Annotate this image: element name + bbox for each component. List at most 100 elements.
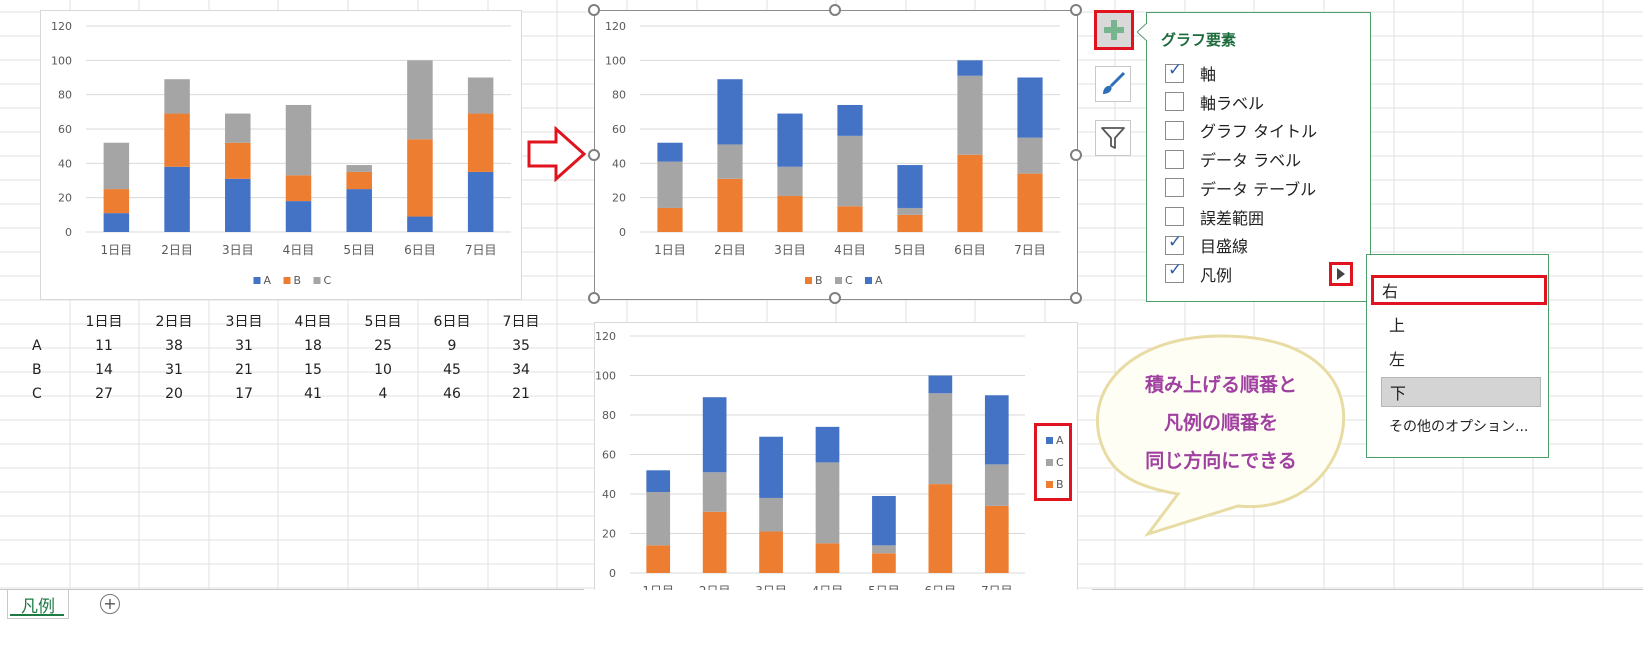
table-cell[interactable]: 21 xyxy=(235,362,253,378)
x-tick-label: 3日目 xyxy=(222,243,254,257)
bar-segment-B xyxy=(1017,173,1043,232)
legend-highlight-box xyxy=(1034,423,1072,501)
table-cell[interactable]: 25 xyxy=(374,338,392,354)
bar-segment-C xyxy=(646,492,671,546)
chart-element-label: グラフ タイトル xyxy=(1200,122,1318,142)
table-cell[interactable]: 11 xyxy=(95,338,113,354)
legend-label: A xyxy=(875,274,883,287)
checkbox-checked[interactable]: ✓ xyxy=(1165,233,1184,255)
chart-element-label: 軸 xyxy=(1200,65,1217,84)
table-cell[interactable]: 46 xyxy=(443,386,461,402)
legend-position-option[interactable]: 右 xyxy=(1371,275,1547,305)
x-tick-label: 5日目 xyxy=(894,243,926,257)
y-tick-label: 0 xyxy=(65,226,72,239)
chart-legend-right[interactable]: 0204060801001201日目2日目3日目4日目5日目6日目7日目ACB xyxy=(594,322,1078,612)
table-cell[interactable]: 38 xyxy=(165,338,183,354)
checkbox-checked[interactable]: ✓ xyxy=(1165,262,1184,284)
chart-element-item[interactable]: データ ラベル xyxy=(1165,147,1301,171)
legend-position-option[interactable]: 左 xyxy=(1381,343,1541,373)
plus-circle-icon[interactable]: + xyxy=(100,594,120,614)
table-cell[interactable]: 35 xyxy=(512,338,530,354)
table-column-header[interactable]: 3日目 xyxy=(226,314,263,330)
table-cell[interactable]: 31 xyxy=(165,362,183,378)
legend-position-option[interactable]: その他のオプション... xyxy=(1381,411,1541,441)
table-cell[interactable]: 15 xyxy=(304,362,322,378)
bar-segment-C xyxy=(957,75,983,155)
bar-segment-C xyxy=(717,144,743,179)
checkbox-unchecked[interactable] xyxy=(1165,178,1184,198)
resize-handle-bottom[interactable] xyxy=(829,292,841,304)
table-column-header[interactable]: 6日目 xyxy=(434,314,471,330)
legend-position-option[interactable]: 下 xyxy=(1381,377,1541,407)
table-cell[interactable]: 21 xyxy=(512,386,530,402)
resize-handle-top-right[interactable] xyxy=(1070,4,1082,16)
legend-submenu-toggle[interactable] xyxy=(1329,262,1353,286)
chart-element-item[interactable]: ✓ 軸 xyxy=(1165,61,1216,85)
legend-position-label: 上 xyxy=(1389,316,1406,335)
bar-segment-C xyxy=(285,104,312,176)
legend-position-option[interactable]: 上 xyxy=(1381,309,1541,339)
table-row-label[interactable]: A xyxy=(32,338,42,354)
table-column-header[interactable]: 2日目 xyxy=(156,314,193,330)
resize-handle-bottom-left[interactable] xyxy=(588,292,600,304)
chart-element-item[interactable]: ✓ 凡例 xyxy=(1165,262,1232,286)
legend-swatch xyxy=(1046,481,1053,488)
legend-label: C xyxy=(1056,456,1064,469)
table-cell[interactable]: 18 xyxy=(304,338,322,354)
legend-label: A xyxy=(264,274,272,287)
chart-selected[interactable]: 0 20 40 60 80 100 120 1日目 2日目 3日目 4日目 5日目 6日目 7日目 B C A xyxy=(594,10,1078,300)
bar-segment-C xyxy=(467,77,494,114)
table-cell[interactable]: 27 xyxy=(95,386,113,402)
table-cell[interactable]: 41 xyxy=(304,386,322,402)
legend-swatch xyxy=(835,277,842,284)
chart-element-item[interactable]: 軸ラベル xyxy=(1165,90,1264,114)
y-tick-label: 20 xyxy=(612,192,626,205)
table-cell[interactable]: 20 xyxy=(165,386,183,402)
resize-handle-bottom-right[interactable] xyxy=(1070,292,1082,304)
bar-segment-C xyxy=(897,207,923,215)
table-column-header[interactable]: 4日目 xyxy=(295,314,332,330)
bar-segment-B xyxy=(928,484,953,573)
chart-elements-button[interactable] xyxy=(1094,10,1134,50)
bar-segment-C xyxy=(407,60,433,140)
chart-legend-right-plot: 0204060801001201日目2日目3日目4日目5日目6日目7日目ACB xyxy=(595,330,1064,598)
data-table: 1日目 2日目 3日目 4日目 5日目 6日目 7日目 A 11 38 31 18 25 9 35 B 14 31… xyxy=(32,314,540,402)
table-cell[interactable]: 10 xyxy=(374,362,392,378)
table-cell[interactable]: 34 xyxy=(512,362,530,378)
table-row-label[interactable]: B xyxy=(32,362,42,378)
resize-handle-top[interactable] xyxy=(829,4,841,16)
table-cell[interactable]: 45 xyxy=(443,362,461,378)
resize-handle-right[interactable] xyxy=(1070,149,1082,161)
table-column-header[interactable]: 5日目 xyxy=(365,314,402,330)
chart-original[interactable]: 0 20 40 60 80 100 120 1日目 2日目 3日目 4日目 5日目 6日目 7日目 A B C xyxy=(40,10,522,300)
chart-element-item[interactable]: データ テーブル xyxy=(1165,176,1316,200)
table-column-header[interactable]: 1日目 xyxy=(86,314,123,330)
bar-segment-B xyxy=(467,113,494,172)
bar-segment-B xyxy=(759,531,783,573)
table-cell[interactable]: 4 xyxy=(379,386,388,402)
resize-handle-top-left[interactable] xyxy=(588,4,600,16)
table-column-header[interactable]: 7日目 xyxy=(503,314,540,330)
table-cell[interactable]: 31 xyxy=(235,338,253,354)
bar-segment-C xyxy=(346,165,372,172)
chart-element-item[interactable]: グラフ タイトル xyxy=(1165,118,1317,142)
x-tick-label: 4日目 xyxy=(283,243,315,257)
checkbox-unchecked[interactable] xyxy=(1165,92,1184,112)
table-cell[interactable]: 17 xyxy=(235,386,253,402)
checkbox-unchecked[interactable] xyxy=(1165,120,1184,140)
bar-segment-A xyxy=(872,495,896,546)
bar-segment-B xyxy=(777,195,803,232)
chart-element-item[interactable]: 誤差範囲 xyxy=(1165,205,1264,229)
table-row-label[interactable]: C xyxy=(32,386,42,402)
x-tick-label: 6日目 xyxy=(954,243,986,257)
chart-styles-button[interactable] xyxy=(1095,66,1131,102)
checkbox-unchecked[interactable] xyxy=(1165,149,1184,169)
resize-handle-left[interactable] xyxy=(588,149,600,161)
checkbox-unchecked[interactable] xyxy=(1165,207,1184,226)
table-cell[interactable]: 14 xyxy=(95,362,113,378)
table-cell[interactable]: 9 xyxy=(448,338,457,354)
checkbox-checked[interactable]: ✓ xyxy=(1165,61,1184,83)
legend-label: B xyxy=(294,274,302,287)
chart-filters-button[interactable] xyxy=(1095,120,1131,156)
chart-element-item[interactable]: ✓ 目盛線 xyxy=(1165,233,1248,257)
